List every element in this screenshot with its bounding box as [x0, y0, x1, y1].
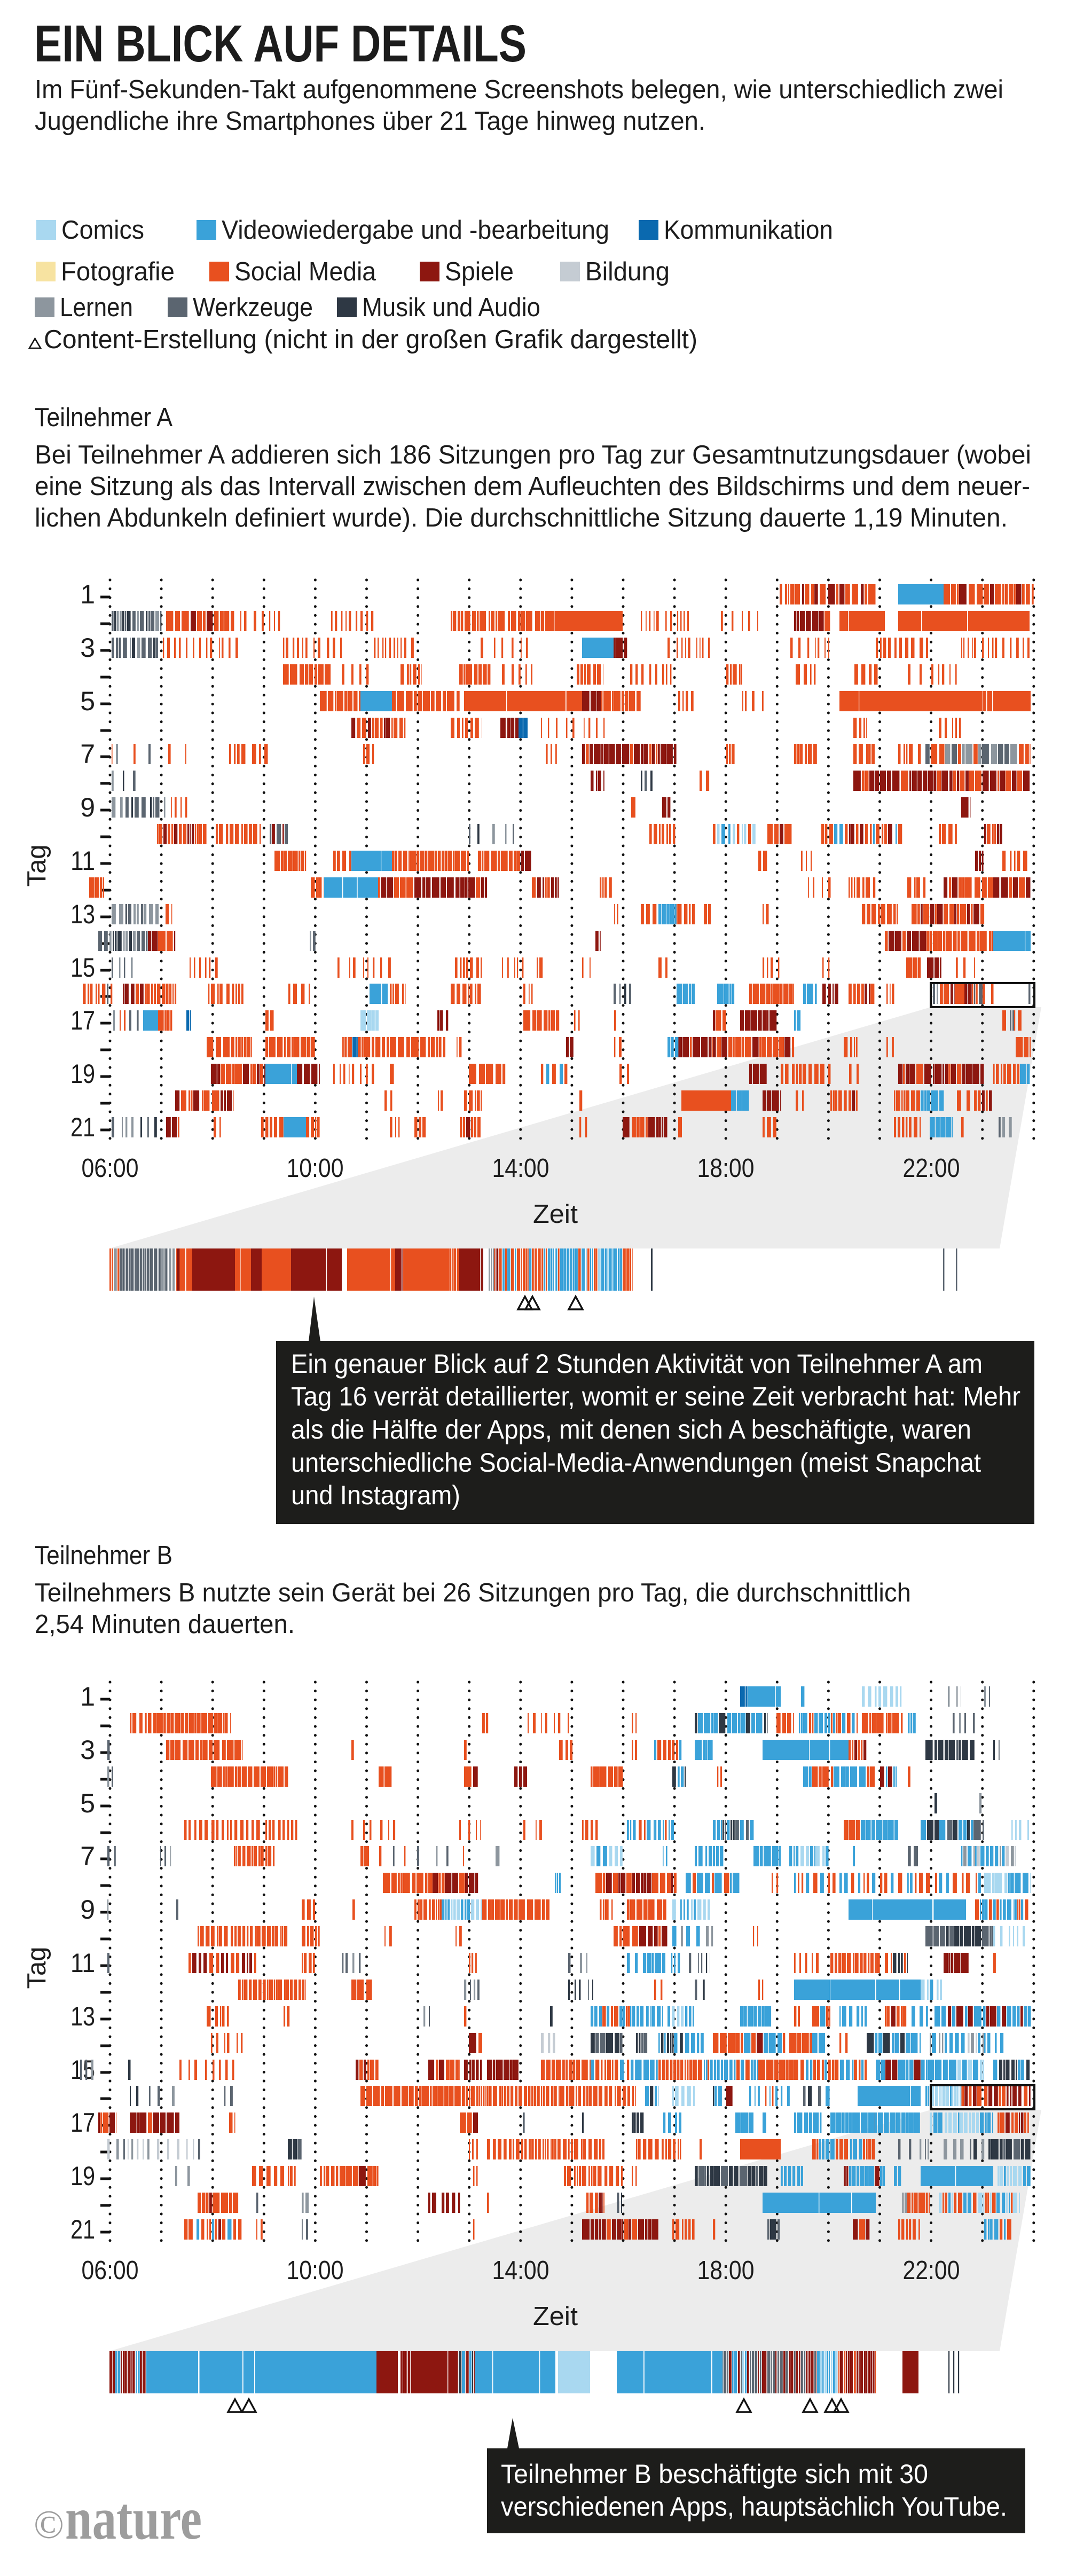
- svg-text:9: 9: [80, 1895, 95, 1925]
- svg-text:Fotografie: Fotografie: [61, 257, 175, 286]
- svg-text:unterschiedliche Social-Media-: unterschiedliche Social-Media-Anwendunge…: [291, 1448, 981, 1478]
- svg-text:19: 19: [70, 1059, 95, 1089]
- svg-text:18:00: 18:00: [697, 2256, 755, 2285]
- svg-text:22:00: 22:00: [903, 2256, 960, 2285]
- svg-text:Zeit: Zeit: [533, 1200, 578, 1229]
- svg-text:17: 17: [70, 1006, 95, 1035]
- svg-text:9: 9: [80, 792, 95, 822]
- svg-text:10:00: 10:00: [287, 1154, 344, 1183]
- svg-text:Im Fünf-Sekunden-Takt aufgenom: Im Fünf-Sekunden-Takt aufgenommene Scree…: [35, 75, 1003, 104]
- svg-text:Ein genauer Blick auf 2 Stunde: Ein genauer Blick auf 2 Stunden Aktivitä…: [291, 1349, 983, 1379]
- svg-text:21: 21: [70, 1112, 95, 1142]
- svg-text:als die Hälfte der Apps, mit d: als die Hälfte der Apps, mit denen sich …: [291, 1415, 971, 1444]
- svg-text:1: 1: [80, 579, 95, 609]
- svg-text:Werkzeuge: Werkzeuge: [193, 293, 313, 322]
- svg-text:Teilnehmer B: Teilnehmer B: [35, 1541, 172, 1570]
- svg-text:EIN BLICK AUF DETAILS: EIN BLICK AUF DETAILS: [34, 14, 527, 73]
- svg-text:Teilnehmer A: Teilnehmer A: [35, 403, 172, 432]
- svg-text:und Instagram): und Instagram): [291, 1480, 460, 1510]
- svg-text:3: 3: [80, 633, 95, 663]
- svg-text:Jugendliche ihre Smartphones ü: Jugendliche ihre Smartphones über 21 Tag…: [35, 107, 705, 136]
- svg-text:7: 7: [80, 739, 95, 769]
- svg-text:lichen Abdunkeln definiert wur: lichen Abdunkeln definiert wurde). Die d…: [35, 504, 1008, 532]
- svg-text:17: 17: [70, 2108, 95, 2138]
- svg-text:1: 1: [80, 1682, 95, 1711]
- svg-text:06:00: 06:00: [82, 1154, 139, 1183]
- svg-text:18:00: 18:00: [697, 1154, 755, 1183]
- svg-text:Comics: Comics: [61, 216, 144, 245]
- svg-text:Tag: Tag: [22, 844, 51, 886]
- svg-text:©: ©: [34, 2503, 64, 2547]
- svg-text:Content-Erstellung (nicht in d: Content-Erstellung (nicht in der großen …: [44, 325, 697, 354]
- svg-text:Teilnehmer B beschäftigte sich: Teilnehmer B beschäftigte sich mit 30: [501, 2459, 928, 2489]
- svg-text:Spiele: Spiele: [445, 257, 514, 286]
- svg-text:15: 15: [70, 953, 95, 983]
- svg-text:11: 11: [70, 1948, 95, 1978]
- svg-text:19: 19: [70, 2161, 95, 2191]
- svg-text:10:00: 10:00: [287, 2256, 344, 2285]
- svg-text:21: 21: [70, 2214, 95, 2244]
- svg-text:Tag 16 verrät detaillierter, w: Tag 16 verrät detaillierter, womit er se…: [291, 1381, 1020, 1411]
- svg-text:verschiedenen Apps, hauptsächl: verschiedenen Apps, hauptsächlich YouTub…: [501, 2492, 1007, 2522]
- svg-text:14:00: 14:00: [492, 1154, 549, 1183]
- svg-text:13: 13: [70, 899, 95, 929]
- svg-text:Social Media: Social Media: [234, 257, 376, 286]
- svg-text:5: 5: [80, 686, 95, 716]
- svg-text:Bildung: Bildung: [585, 257, 670, 286]
- svg-text:Zeit: Zeit: [533, 2302, 578, 2331]
- svg-text:06:00: 06:00: [82, 2256, 139, 2285]
- svg-text:11: 11: [70, 846, 95, 876]
- svg-text:22:00: 22:00: [903, 1154, 960, 1183]
- svg-text:14:00: 14:00: [492, 2256, 549, 2285]
- svg-text:7: 7: [80, 1841, 95, 1871]
- svg-text:Bei Teilnehmer A addieren sic: Bei Teilnehmer A addieren sich 186 Sitzu…: [35, 441, 1031, 469]
- svg-text:Musik und Audio: Musik und Audio: [362, 293, 540, 322]
- svg-text:5: 5: [80, 1788, 95, 1818]
- svg-text:15: 15: [70, 2055, 95, 2085]
- svg-text:Lernen: Lernen: [60, 293, 133, 322]
- svg-text:nature: nature: [65, 2486, 202, 2552]
- svg-text:2,54 Minuten dauerten.: 2,54 Minuten dauerten.: [35, 1610, 295, 1639]
- svg-text:13: 13: [70, 2001, 95, 2031]
- svg-text:Tag: Tag: [22, 1946, 51, 1989]
- svg-text:3: 3: [80, 1735, 95, 1765]
- svg-text:Teilnehmers B nutzte sein Gerä: Teilnehmers B nutzte sein Gerät bei 26 S…: [35, 1578, 911, 1607]
- svg-text:Videowiedergabe und -bearbeitu: Videowiedergabe und -bearbeitung: [222, 216, 609, 245]
- svg-text:Kommunikation: Kommunikation: [664, 216, 833, 245]
- svg-text:eine Sitzung als das Intervall: eine Sitzung als das Intervall zwischen …: [35, 472, 1030, 501]
